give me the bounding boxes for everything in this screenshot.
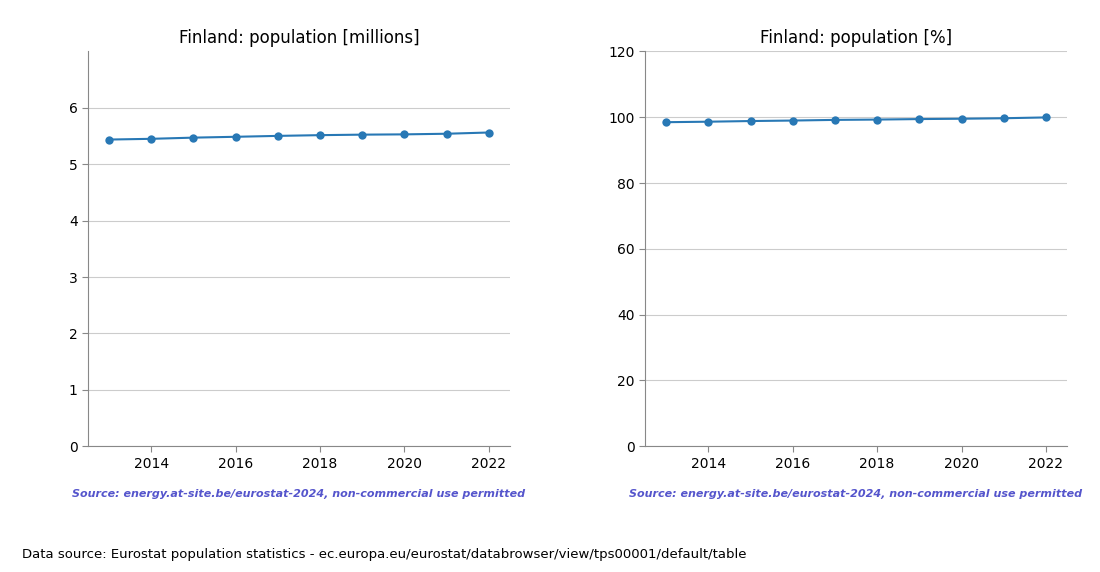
Text: Source: energy.at-site.be/eurostat-2024, non-commercial use permitted: Source: energy.at-site.be/eurostat-2024,… bbox=[629, 489, 1082, 499]
Text: Source: energy.at-site.be/eurostat-2024, non-commercial use permitted: Source: energy.at-site.be/eurostat-2024,… bbox=[73, 489, 526, 499]
Title: Finland: population [%]: Finland: population [%] bbox=[760, 29, 953, 47]
Title: Finland: population [millions]: Finland: population [millions] bbox=[178, 29, 419, 47]
Text: Data source: Eurostat population statistics - ec.europa.eu/eurostat/databrowser/: Data source: Eurostat population statist… bbox=[22, 547, 747, 561]
